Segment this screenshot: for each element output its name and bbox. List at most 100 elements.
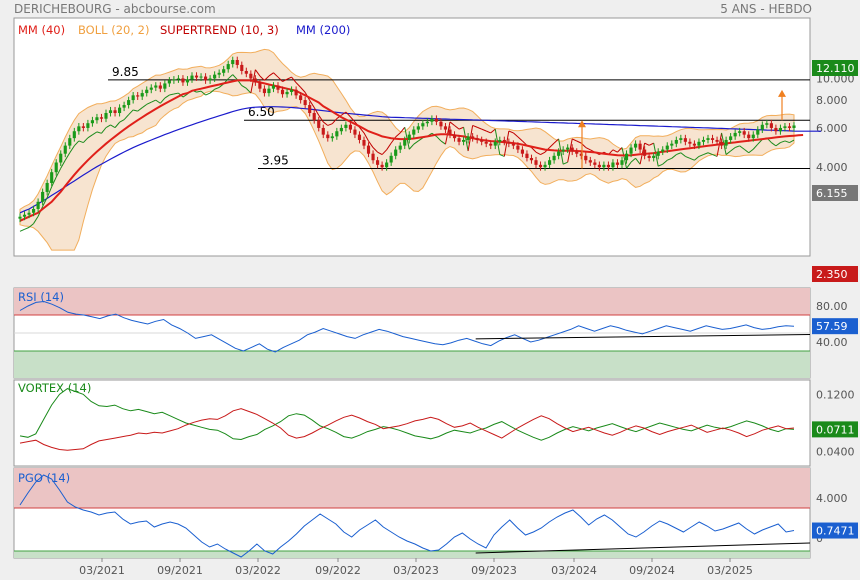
supertrend-segment [110, 124, 116, 129]
supertrend-segment [775, 142, 781, 147]
candle-body [629, 147, 633, 154]
supertrend-segment [752, 143, 759, 150]
candle-body [683, 138, 687, 142]
candle-body [77, 126, 81, 132]
candle-body [701, 139, 706, 142]
candle-body [679, 138, 683, 140]
price-tag-high: 12.110 [816, 62, 855, 75]
candle-body [353, 129, 357, 135]
candle-body [570, 147, 574, 152]
candle-body [507, 141, 511, 144]
legend-boll: BOLL (20, 2) [78, 23, 149, 37]
supertrend-segment [245, 87, 252, 94]
candle-body [36, 201, 40, 209]
supertrend-segment [173, 92, 179, 95]
supertrend-segment [309, 100, 315, 108]
supertrend-segment [214, 86, 220, 90]
supertrend-segment [123, 114, 130, 120]
candle-body [538, 164, 543, 168]
candle-body [606, 164, 610, 168]
supertrend-segment [689, 157, 695, 161]
chart-source-title: DERICHEBOURG - abcbourse.com [14, 2, 216, 16]
candle-body [471, 136, 475, 139]
candle-body [149, 87, 153, 90]
candle-body [511, 143, 515, 146]
supertrend-segment [671, 154, 677, 159]
candle-body [280, 89, 285, 95]
x-tick-label: 09/2023 [471, 564, 517, 577]
supertrend-segment [291, 76, 297, 83]
supertrend-segment [327, 123, 333, 126]
level-label: 6.50 [248, 105, 275, 119]
candle-body [163, 83, 167, 89]
candle-body [647, 155, 651, 158]
candle-body [380, 164, 384, 168]
candle-body [430, 118, 434, 122]
level-label: 3.95 [262, 153, 289, 167]
pgo-line [19, 474, 795, 558]
supertrend-segment [73, 140, 80, 147]
candle-body [258, 82, 262, 89]
supertrend-segment [386, 142, 392, 151]
candle-body [231, 59, 235, 65]
panel-vort [13, 379, 811, 467]
candle-body [59, 153, 63, 163]
candle-body [783, 126, 787, 128]
candle-body [317, 120, 321, 128]
rsi-trendline [475, 334, 811, 340]
supertrend-segment [101, 127, 107, 134]
x-tick-label: 03/2022 [235, 564, 281, 577]
candle-body [326, 134, 330, 139]
supertrend-segment [227, 74, 234, 80]
candle-body [747, 134, 751, 139]
supertrend-segment [481, 128, 487, 132]
candle-body [493, 141, 497, 146]
candle-body [108, 110, 113, 114]
supertrend-segment [277, 76, 283, 82]
candle-body [778, 127, 782, 132]
supertrend-segment [209, 88, 215, 94]
supertrend-segment [535, 151, 541, 155]
candle-body [534, 160, 538, 165]
candle-body [634, 143, 638, 148]
rsi-tick-40: 40.00 [816, 336, 848, 349]
candle-body [118, 107, 122, 114]
candle-body [403, 139, 407, 146]
supertrend-segment [372, 147, 378, 153]
price-tick-label: 8.000 [816, 94, 848, 107]
candle-body [68, 138, 72, 146]
supertrend-segment [418, 137, 424, 142]
x-tick-label: 09/2024 [629, 564, 675, 577]
candle-body [529, 157, 534, 161]
candle-body [199, 76, 203, 78]
chart-period: 5 ANS - HEBDO [720, 2, 812, 16]
supertrend-segment [345, 111, 351, 118]
supertrend-segment [449, 121, 455, 126]
candle-body [140, 93, 144, 97]
candle-body [661, 149, 665, 152]
x-tick-label: 03/2023 [393, 564, 439, 577]
candle-body [154, 85, 158, 88]
supertrend-segment [486, 130, 491, 134]
candle-body [611, 162, 615, 168]
candle-body [452, 134, 457, 139]
supertrend-segment [92, 131, 98, 136]
candle-body [407, 134, 411, 140]
level-label: 9.85 [112, 65, 139, 79]
supertrend-segment [712, 154, 718, 157]
candle-body [416, 126, 420, 130]
supertrend-segment [572, 138, 577, 142]
candle-body [303, 100, 307, 106]
candle-body [95, 117, 99, 121]
target-arrow-1-head [578, 120, 586, 128]
supertrend-segment [368, 140, 374, 148]
candle-body [466, 136, 470, 140]
candle-body [566, 147, 570, 150]
candle-body [104, 113, 108, 119]
candle-body [697, 141, 701, 146]
candle-body [656, 151, 660, 156]
candle-body [50, 172, 54, 183]
supertrend-segment [436, 135, 442, 142]
candle-body [543, 164, 547, 168]
supertrend-segment [381, 149, 387, 155]
